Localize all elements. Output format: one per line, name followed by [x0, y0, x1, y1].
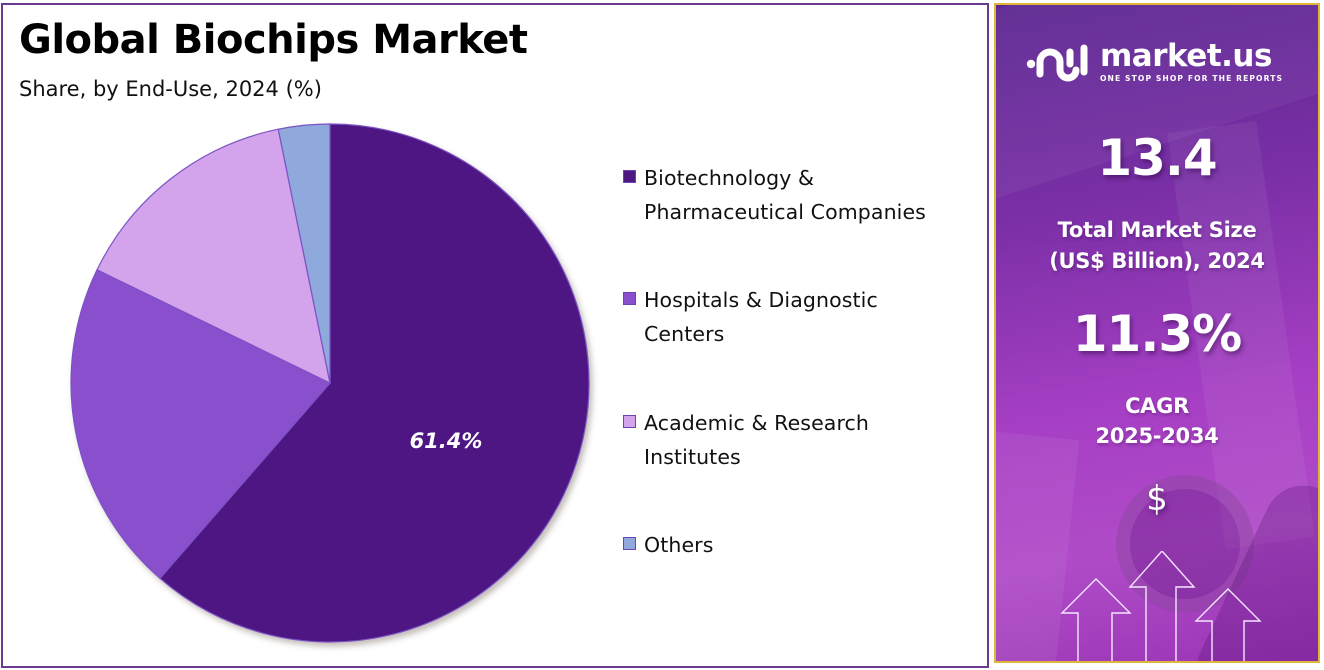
- chart-panel: Global Biochips Market Share, by End-Use…: [1, 3, 989, 668]
- legend-item-hospitals[interactable]: Hospitals & Diagnostic Centers: [623, 283, 878, 351]
- market-size-label-line1: Total Market Size: [1057, 218, 1257, 242]
- legend-label: Hospitals & Diagnostic Centers: [644, 288, 878, 346]
- legend-item-others[interactable]: Others: [623, 528, 714, 562]
- summary-panel: market.us ONE STOP SHOP FOR THE REPORTS …: [994, 3, 1320, 663]
- legend-swatch-icon: [623, 537, 636, 550]
- market-size-label-line2: (US$ Billion), 2024: [1049, 249, 1265, 273]
- brand-logo[interactable]: market.us ONE STOP SHOP FOR THE REPORTS: [1026, 41, 1283, 83]
- legend-swatch-icon: [623, 170, 636, 183]
- cagr-label-line1: CAGR: [1125, 394, 1189, 418]
- pie-chart: 61.4%: [70, 123, 590, 643]
- growth-arrows-icon: [1060, 551, 1262, 661]
- dollar-icon: $: [1146, 479, 1168, 519]
- market-size-value: 13.4: [1097, 129, 1217, 187]
- pie-slice-hospitals[interactable]: [70, 268, 331, 580]
- legend-label: Biotechnology & Pharmaceutical Companies: [644, 166, 926, 224]
- chart-title: Global Biochips Market: [19, 17, 528, 63]
- legend-label: Others: [644, 533, 714, 557]
- brand-name: market.us: [1100, 38, 1272, 74]
- brand-tagline: ONE STOP SHOP FOR THE REPORTS: [1100, 74, 1284, 83]
- market-us-logo-icon: [1026, 44, 1088, 82]
- legend-item-academic[interactable]: Academic & Research Institutes: [623, 406, 869, 474]
- pie-slice-others[interactable]: [277, 123, 331, 384]
- cagr-label-line2: 2025-2034: [1095, 424, 1219, 448]
- cagr-value: 11.3%: [1072, 305, 1242, 363]
- chart-subtitle: Share, by End-Use, 2024 (%): [19, 77, 322, 101]
- pie-slice-academic[interactable]: [96, 128, 331, 385]
- pie-slice-biotechnology[interactable]: [159, 123, 590, 643]
- slice-value-label: 61.4%: [410, 429, 483, 453]
- legend-item-biotechnology[interactable]: Biotechnology & Pharmaceutical Companies: [623, 161, 926, 229]
- legend-swatch-icon: [623, 292, 636, 305]
- legend-swatch-icon: [623, 415, 636, 428]
- legend-label: Academic & Research Institutes: [644, 411, 870, 469]
